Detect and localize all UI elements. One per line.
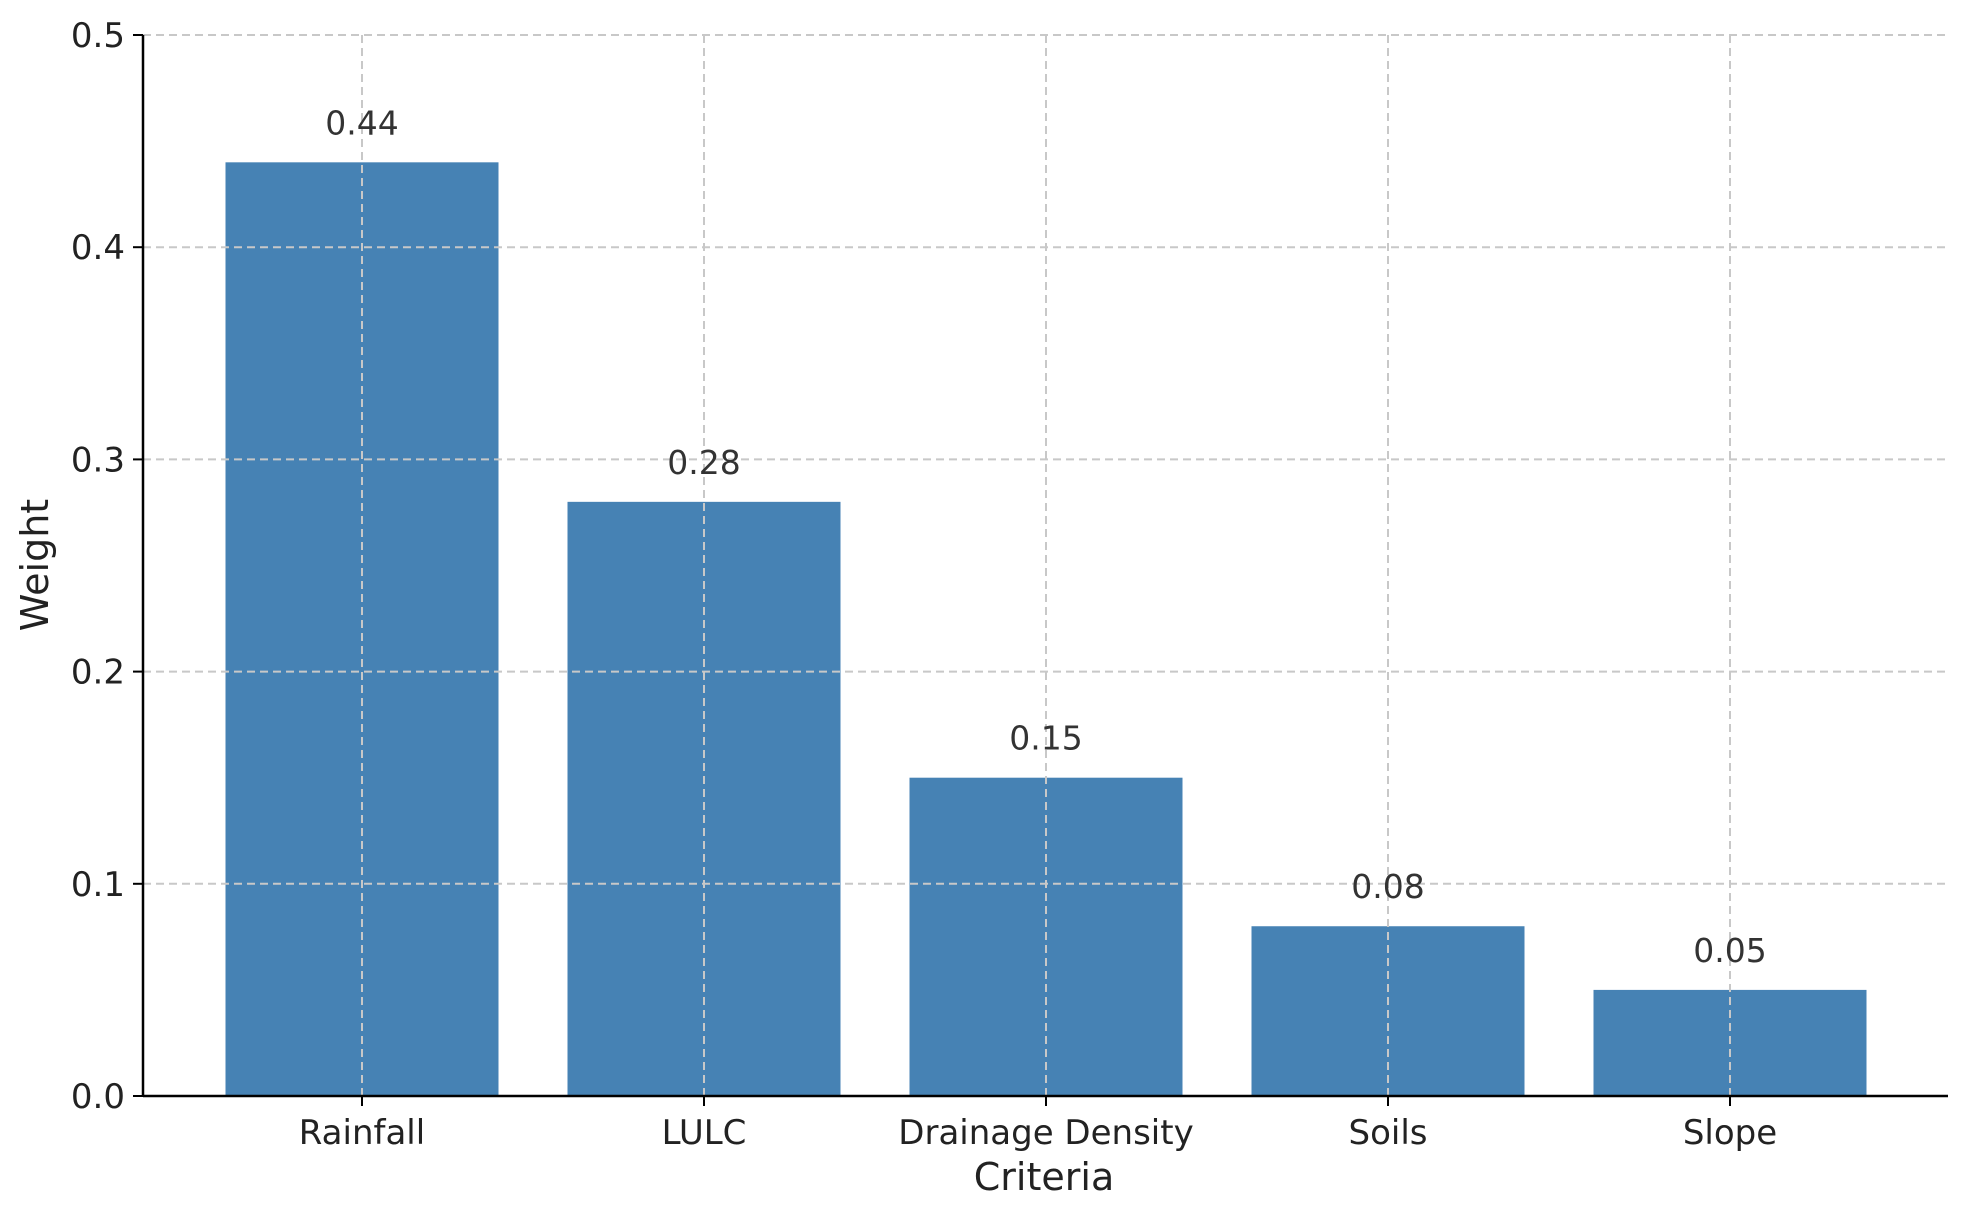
x-tick-label: Soils <box>1349 1113 1428 1153</box>
y-tick-label: 0.5 <box>71 16 125 56</box>
bar-value-label: 0.28 <box>667 443 740 482</box>
y-axis-title: Weight <box>13 499 57 631</box>
x-axis-title: Criteria <box>974 1155 1114 1199</box>
bar-value-label: 0.44 <box>325 103 398 142</box>
grid <box>143 34 1948 1096</box>
bar-value-label: 0.08 <box>1351 867 1424 906</box>
x-tick-label: Rainfall <box>299 1113 425 1153</box>
bar-value-label: 0.05 <box>1693 931 1766 970</box>
bar-lulc <box>567 501 841 1097</box>
y-tick-label: 0.2 <box>71 653 125 693</box>
bar-value-labels: 0.44 0.28 0.15 0.08 0.05 <box>325 103 1766 970</box>
x-tick-label: LULC <box>662 1113 747 1153</box>
bar-value-label: 0.15 <box>1009 719 1082 758</box>
y-tick-label: 0.4 <box>71 228 125 268</box>
bar-rainfall <box>225 162 499 1096</box>
y-tick-label: 0.0 <box>71 1077 125 1117</box>
x-tick-label: Drainage Density <box>898 1113 1193 1153</box>
y-tick-label: 0.1 <box>71 865 125 905</box>
x-tick-label: Slope <box>1683 1113 1777 1153</box>
y-tick-label: 0.3 <box>71 440 125 480</box>
ticks: 0.0 0.1 0.2 0.3 0.4 0.5 Rainfall LULC Drainage D… <box>71 16 1777 1153</box>
